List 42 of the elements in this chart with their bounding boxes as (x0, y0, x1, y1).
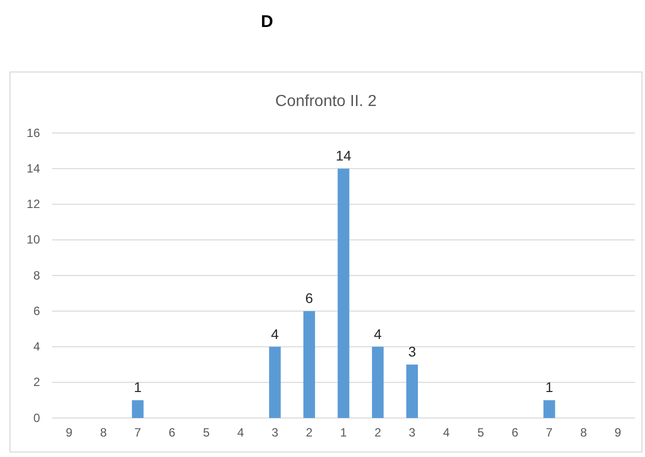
x-tick-label: 7 (134, 426, 142, 440)
x-tick-label: 6 (168, 426, 176, 440)
x-tick-label: 8 (580, 426, 588, 440)
y-tick-label: 2 (33, 375, 40, 390)
data-label: 4 (271, 326, 280, 342)
bar (372, 346, 384, 418)
x-tick-label: 7 (546, 426, 553, 440)
data-label: 1 (134, 379, 142, 396)
x-tick-label: 9 (614, 426, 622, 440)
y-tick-label: 12 (26, 197, 40, 212)
x-tick-label: 5 (202, 426, 210, 440)
x-tick-label: 1 (340, 426, 348, 440)
y-tick-label: 16 (26, 126, 40, 140)
bar (303, 311, 316, 418)
data-label: 3 (408, 344, 416, 360)
y-tick-label: 4 (33, 340, 40, 354)
x-tick-label: 9 (66, 426, 73, 440)
x-tick-label: 4 (443, 426, 450, 440)
x-tick-label: 3 (408, 426, 416, 440)
y-tick-label: 6 (33, 304, 40, 318)
x-tick-label: 6 (512, 426, 519, 440)
y-tick-label: 10 (26, 232, 40, 247)
bar (132, 400, 144, 418)
x-tick-label: 2 (374, 426, 382, 440)
bar (269, 346, 281, 418)
bar (543, 400, 556, 418)
data-label: 4 (374, 326, 382, 342)
data-label: 6 (305, 290, 314, 306)
x-tick-label: 8 (100, 426, 108, 440)
bar (406, 364, 418, 418)
y-tick-label: 14 (26, 161, 40, 176)
y-tick-label: 8 (33, 268, 40, 282)
x-tick-label: 5 (477, 426, 484, 440)
chart-title: Confronto II. 2 (275, 93, 377, 110)
text: D (260, 12, 274, 31)
data-label: 14 (336, 148, 352, 164)
x-tick-label: 3 (272, 426, 279, 440)
data-label: 1 (545, 379, 554, 396)
bar (338, 168, 350, 418)
x-tick-label: 4 (237, 426, 244, 440)
y-tick-label: 0 (33, 410, 40, 425)
x-tick-label: 2 (306, 426, 313, 440)
